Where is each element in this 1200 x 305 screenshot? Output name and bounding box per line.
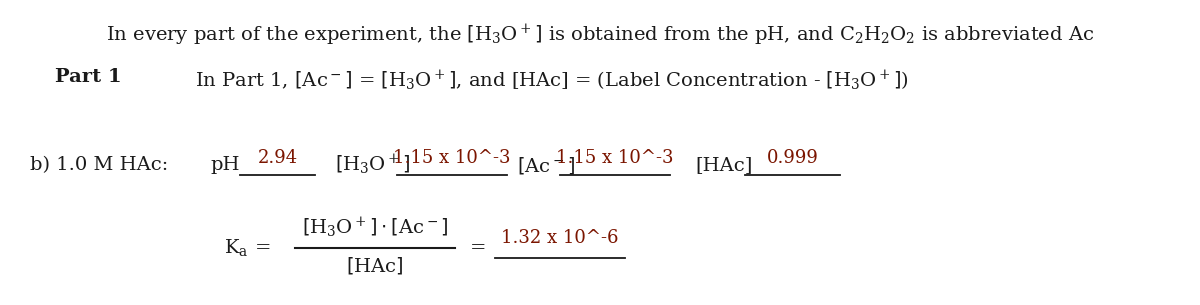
Text: 1.15 x 10^-3: 1.15 x 10^-3 bbox=[557, 149, 673, 167]
Text: $[\mathregular{HAc}]$: $[\mathregular{HAc}]$ bbox=[347, 254, 403, 275]
Text: pH: pH bbox=[210, 156, 240, 174]
Text: $\mathregular{K_a}$: $\mathregular{K_a}$ bbox=[223, 238, 248, 259]
Text: $[\mathregular{H_3O^+}]\cdot[\mathregular{Ac^-}]$: $[\mathregular{H_3O^+}]\cdot[\mathregula… bbox=[301, 216, 449, 240]
Text: 2.94: 2.94 bbox=[258, 149, 298, 167]
Text: In Part 1, $[\mathregular{Ac^-}]$ = $[\mathregular{H_3O^+}]$, and [HAc] = (Label: In Part 1, $[\mathregular{Ac^-}]$ = $[\m… bbox=[194, 68, 908, 93]
Text: 1.32 x 10^-6: 1.32 x 10^-6 bbox=[502, 229, 619, 247]
Text: Part 1: Part 1 bbox=[55, 68, 121, 86]
Text: 0.999: 0.999 bbox=[767, 149, 818, 167]
Text: [HAc]: [HAc] bbox=[695, 156, 752, 174]
Text: =: = bbox=[256, 239, 271, 257]
Text: In every part of the experiment, the $[\mathregular{H_3O^+}]$ is obtained from t: In every part of the experiment, the $[\… bbox=[106, 22, 1094, 48]
Text: =: = bbox=[470, 239, 486, 257]
Text: $[\mathregular{Ac^-}]$: $[\mathregular{Ac^-}]$ bbox=[517, 155, 575, 175]
Text: 1.15 x 10^-3: 1.15 x 10^-3 bbox=[394, 149, 511, 167]
Text: b) 1.0 M HAc:: b) 1.0 M HAc: bbox=[30, 156, 168, 174]
Text: $[\mathregular{H_3O^+}]$: $[\mathregular{H_3O^+}]$ bbox=[335, 153, 410, 177]
